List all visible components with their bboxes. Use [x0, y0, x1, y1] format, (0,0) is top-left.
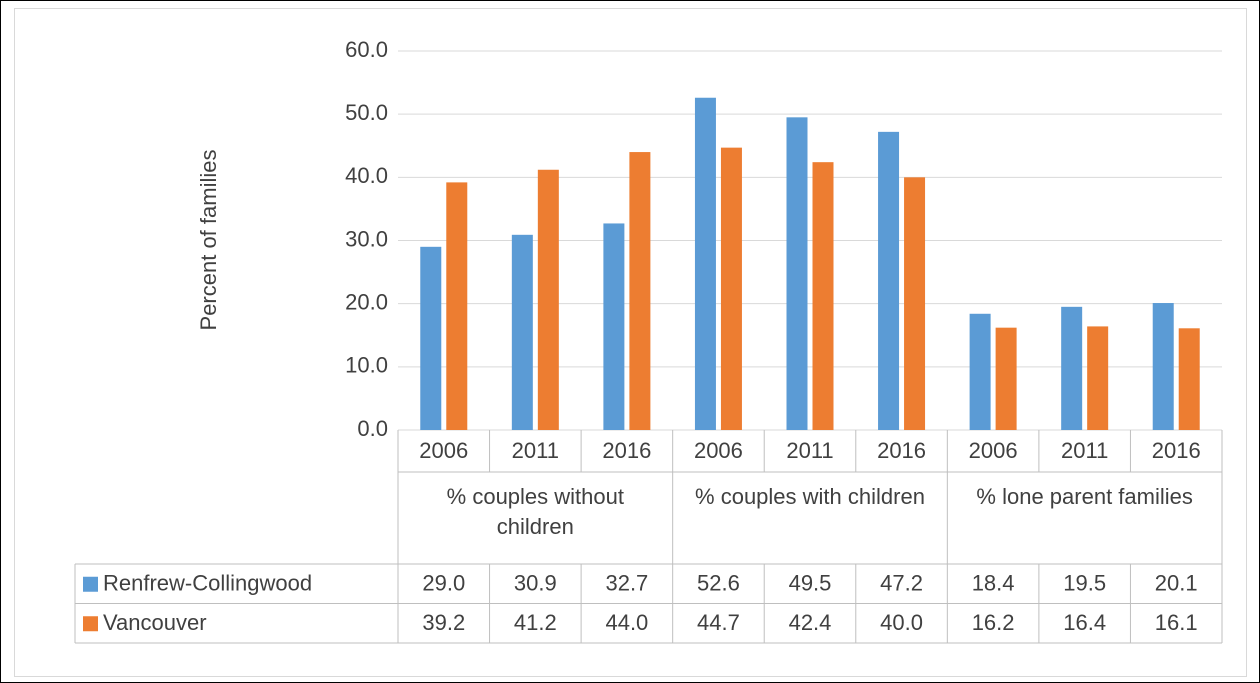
table-value: 19.5	[1063, 571, 1106, 596]
group-label-box: % couples with children	[695, 484, 925, 509]
legend-key	[83, 576, 98, 592]
bar	[812, 162, 834, 430]
bar	[694, 97, 716, 430]
bar	[904, 177, 926, 430]
bar	[969, 313, 991, 430]
legend-label: Vancouver	[103, 610, 207, 635]
group-label: % lone parent families	[976, 484, 1193, 509]
table-value: 16.4	[1063, 610, 1106, 635]
table-value: 47.2	[880, 571, 923, 596]
x-tick-label: 2016	[877, 438, 926, 463]
table-value: 30.9	[514, 571, 557, 596]
x-tick-label: 2016	[602, 438, 651, 463]
table-value: 49.5	[789, 571, 832, 596]
group-label-box: % couples without children	[446, 484, 624, 539]
x-tick-label: 2011	[786, 438, 833, 463]
x-tick-label: 2006	[969, 438, 1018, 463]
x-tick-label: 2006	[419, 438, 468, 463]
bar	[1061, 306, 1083, 430]
group-label-box: % lone parent families	[976, 484, 1193, 509]
bar	[720, 147, 742, 430]
legend-key	[83, 616, 98, 632]
table-value: 16.2	[972, 610, 1015, 635]
table-value: 42.4	[789, 610, 832, 635]
group-label: % couples without children	[446, 484, 624, 539]
bar	[446, 182, 468, 430]
bar	[1178, 328, 1200, 430]
table-value: 39.2	[422, 610, 465, 635]
table-value: 29.0	[422, 571, 465, 596]
table-value: 52.6	[697, 571, 740, 596]
table-value: 41.2	[514, 610, 557, 635]
x-tick-label: 2016	[1152, 438, 1201, 463]
y-axis-title: Percent of families	[196, 150, 221, 331]
chart-area	[14, 8, 1247, 677]
y-tick-label: 50.0	[345, 100, 388, 125]
table-value: 32.7	[605, 571, 648, 596]
bar	[1152, 303, 1174, 430]
legend-label: Renfrew-Collingwood	[103, 571, 312, 596]
bar	[511, 234, 533, 430]
x-tick-label: 2011	[512, 438, 559, 463]
y-tick-label: 60.0	[345, 37, 388, 62]
bar	[995, 327, 1017, 430]
bar	[1087, 326, 1109, 430]
x-tick-label: 2006	[694, 438, 743, 463]
bar	[537, 169, 559, 430]
group-label: % couples with children	[695, 484, 925, 509]
x-tick-label: 2011	[1061, 438, 1108, 463]
table-value: 44.0	[605, 610, 648, 635]
bar	[420, 246, 442, 430]
bar	[878, 131, 900, 430]
y-tick-label: 0.0	[357, 416, 388, 441]
bar	[603, 223, 625, 430]
bar	[786, 117, 808, 430]
table-value: 40.0	[880, 610, 923, 635]
bar	[629, 152, 651, 431]
table-value: 44.7	[697, 610, 740, 635]
y-tick-label: 10.0	[345, 353, 388, 378]
y-tick-label: 40.0	[345, 163, 388, 188]
table-value: 18.4	[972, 571, 1015, 596]
y-tick-label: 20.0	[345, 289, 388, 314]
table-value: 16.1	[1155, 610, 1198, 635]
y-tick-label: 30.0	[345, 226, 388, 251]
table-value: 20.1	[1155, 571, 1198, 596]
